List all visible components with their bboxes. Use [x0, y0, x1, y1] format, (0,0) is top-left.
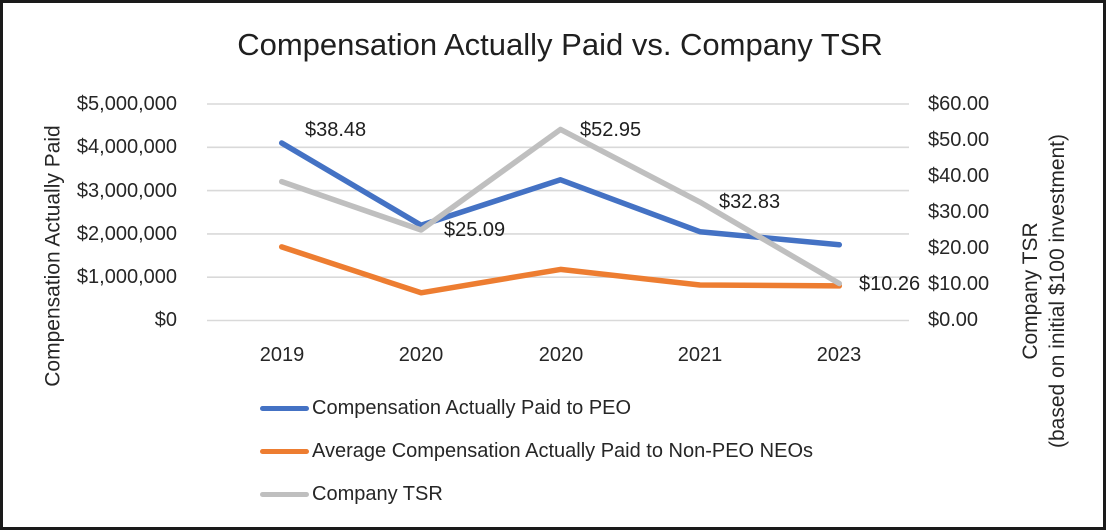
legend-item-non-peo-neos: Average Compensation Actually Paid to No… — [260, 438, 813, 464]
data-label-tsr-2020: $25.09 — [444, 219, 506, 241]
right-axis-tick: $40.00 — [928, 165, 990, 187]
series-line-2 — [278, 126, 843, 287]
right-axis-tick: $0.00 — [928, 309, 979, 331]
x-axis-tick: 2021 — [677, 344, 723, 366]
right-axis-tick: $60.00 — [928, 93, 990, 115]
data-label-tsr-2020b: $52.95 — [580, 119, 642, 141]
legend-line-sample-orange — [260, 448, 309, 454]
legend-item-peo: Compensation Actually Paid to PEO — [260, 395, 631, 421]
left-axis-tick: $5,000,000 — [76, 93, 177, 115]
x-axis-tick: 2020 — [398, 344, 444, 366]
right-axis-tick: $30.00 — [928, 201, 990, 223]
left-axis-tick: $0 — [154, 309, 177, 331]
left-axis-tick: $1,000,000 — [76, 266, 177, 288]
plot-area — [207, 103, 909, 322]
right-axis-tick: $10.00 — [928, 273, 990, 295]
left-axis-tick: $4,000,000 — [76, 136, 177, 158]
left-axis-title: Compensation Actually Paid — [41, 125, 65, 387]
x-axis-tick: 2019 — [259, 344, 305, 366]
data-label-tsr-2023: $10.26 — [859, 273, 921, 295]
series-line-1 — [278, 244, 843, 296]
legend-label: Average Compensation Actually Paid to No… — [312, 440, 813, 462]
data-label-tsr-2021: $32.83 — [719, 191, 781, 213]
legend-line-sample-gray — [260, 491, 309, 497]
right-axis-title: Company TSR (based on initial $100 inves… — [1017, 134, 1071, 448]
legend-line-sample-blue — [260, 405, 309, 411]
chart-title: Compensation Actually Paid vs. Company T… — [237, 27, 883, 62]
right-axis-tick: $20.00 — [928, 237, 990, 259]
right-axis-title-line2: (based on initial $100 investment) — [1046, 133, 1069, 449]
x-axis-tick: 2020 — [538, 344, 584, 366]
legend-label: Compensation Actually Paid to PEO — [312, 397, 632, 419]
left-axis-tick: $3,000,000 — [76, 180, 177, 202]
x-axis-tick: 2023 — [816, 344, 862, 366]
right-axis-tick: $50.00 — [928, 129, 990, 151]
series-line-0 — [278, 140, 843, 248]
right-axis-title-line1: Company TSR — [1019, 222, 1042, 360]
legend-label: Company TSR — [312, 483, 443, 505]
data-label-tsr-2019: $38.48 — [305, 119, 367, 141]
left-axis-tick: $2,000,000 — [76, 223, 177, 245]
legend-item-company-tsr: Company TSR — [260, 481, 443, 507]
